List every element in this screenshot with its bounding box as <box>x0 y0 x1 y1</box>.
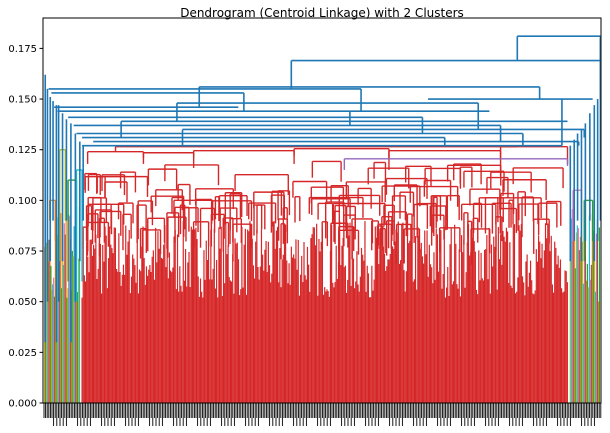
y-tick-label: 0.150 <box>8 95 37 106</box>
y-tick-label: 0.000 <box>8 399 37 410</box>
axes-frame <box>42 17 602 404</box>
y-tick-label: 0.025 <box>8 348 37 359</box>
y-axis: 0.000 0.025 0.050 0.075 0.100 0.125 0.150 0.175 <box>8 44 43 410</box>
chart-title: Dendrogram (Centroid Linkage) with 2 Clu… <box>180 6 464 20</box>
y-tick-label: 0.175 <box>8 44 37 55</box>
y-tick-label: 0.100 <box>8 196 37 207</box>
dendrogram-links <box>44 35 602 403</box>
y-tick-label: 0.125 <box>8 145 37 156</box>
y-tick-label: 0.075 <box>8 247 37 258</box>
y-tick-label: 0.050 <box>8 297 37 308</box>
x-tick-marks <box>43 403 602 426</box>
